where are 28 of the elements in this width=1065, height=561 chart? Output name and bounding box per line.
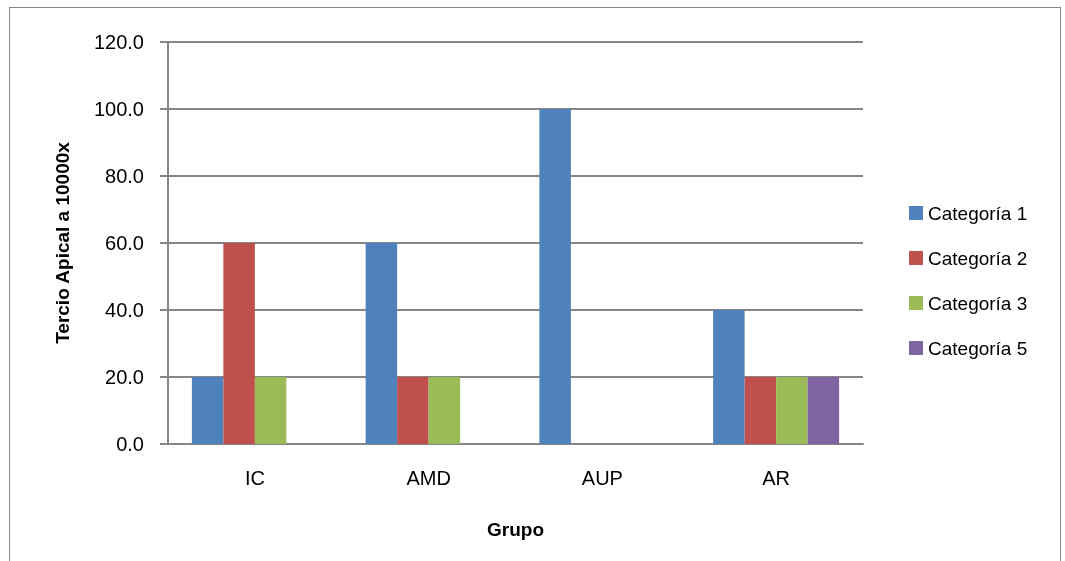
- y-tick-label: 120.0: [93, 31, 144, 53]
- x-axis-title: Grupo: [487, 519, 544, 540]
- bar: [539, 109, 571, 444]
- bar: [776, 377, 808, 444]
- x-tick-label: AMD: [406, 467, 451, 489]
- y-tick-label: 40.0: [105, 299, 144, 321]
- legend-label: Categoría 5: [928, 337, 1028, 359]
- bar: [713, 310, 745, 444]
- x-tick-label: AR: [762, 467, 791, 489]
- bar: [254, 377, 287, 444]
- bar: [397, 377, 429, 444]
- bar: [191, 377, 224, 444]
- y-tick-label: 80.0: [105, 165, 144, 187]
- y-tick-label: 20.0: [105, 366, 144, 388]
- y-tick-label: 100.0: [93, 98, 144, 120]
- legend-label: Categoría 3: [928, 292, 1028, 314]
- bar: [744, 377, 777, 444]
- x-tick-label: AUP: [581, 467, 623, 489]
- bar: [223, 243, 255, 444]
- y-tick-label: 0.0: [116, 433, 144, 455]
- y-axis-title: Tercio Apical a 10000x: [52, 141, 73, 344]
- legend-label: Categoría 1: [928, 202, 1028, 224]
- y-tick-label: 60.0: [105, 232, 144, 254]
- x-tick-label: IC: [244, 467, 265, 489]
- bar: [428, 377, 461, 444]
- legend-label: Categoría 2: [928, 247, 1028, 269]
- bar: [807, 377, 840, 444]
- bar: [365, 243, 398, 444]
